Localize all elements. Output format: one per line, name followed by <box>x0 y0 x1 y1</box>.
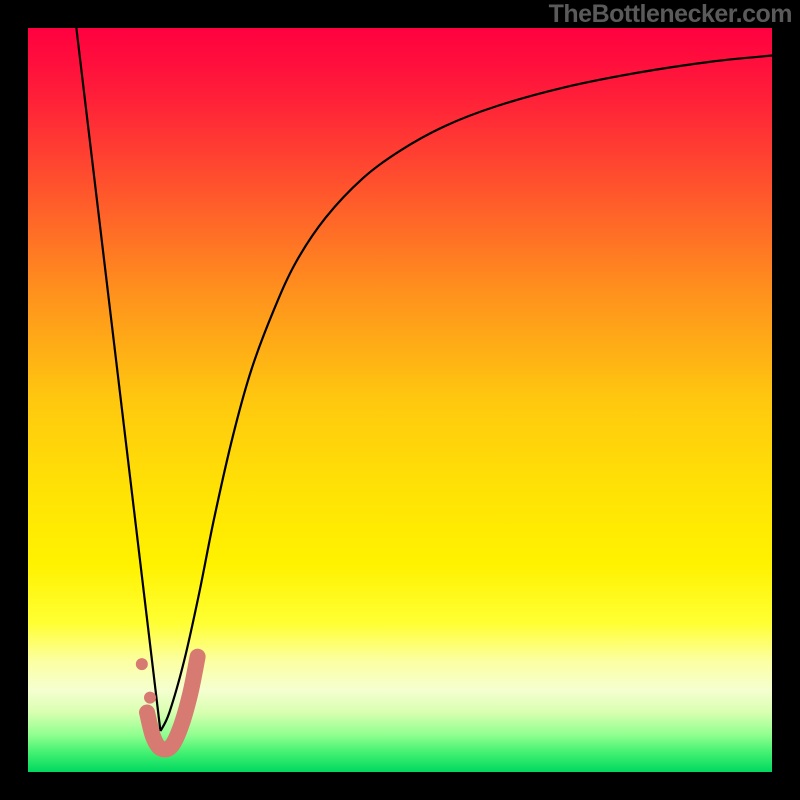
optimal-marker-dot <box>136 658 148 670</box>
chart-svg <box>0 0 800 800</box>
optimal-marker-dot <box>144 692 156 704</box>
chart-container: TheBottlenecker.com <box>0 0 800 800</box>
watermark-text: TheBottlenecker.com <box>549 0 792 29</box>
